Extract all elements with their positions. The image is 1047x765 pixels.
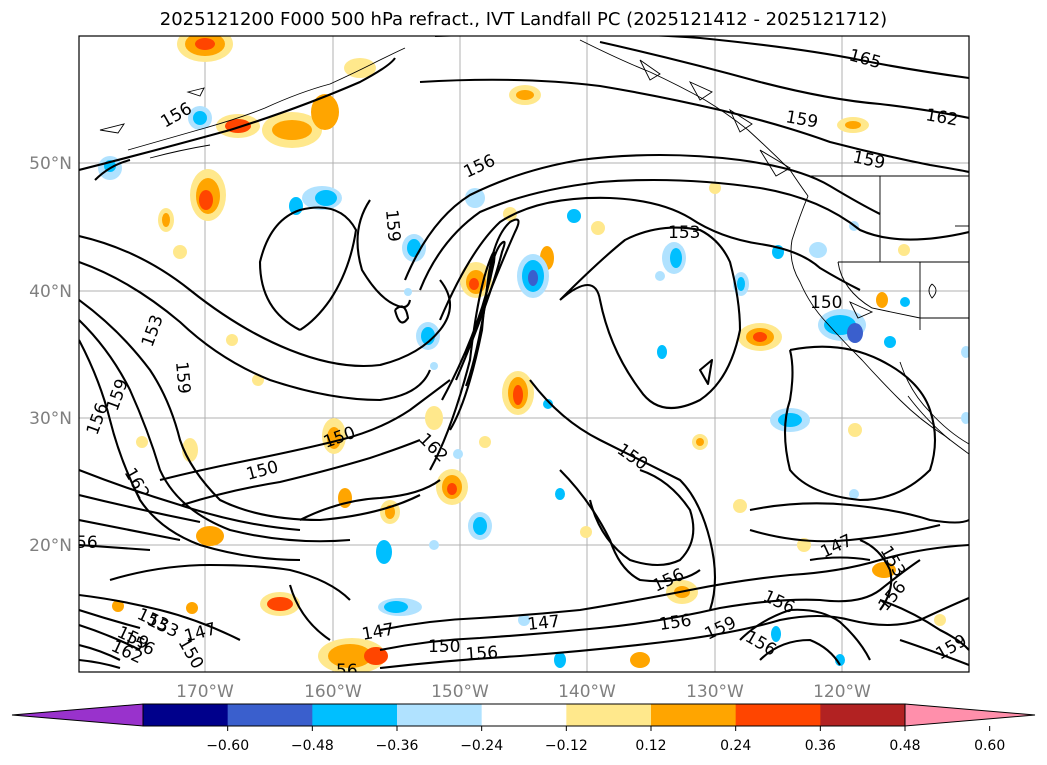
contour-label: 150	[428, 637, 460, 657]
gridlines	[79, 36, 969, 672]
colorbar-tick-label: 0.24	[720, 738, 751, 754]
colorbar: −0.60 −0.48 −0.36 −0.24 −0.12 0.12 0.24 0.36 0.4…	[11, 703, 1036, 754]
lat-label: 50°N	[29, 154, 72, 174]
colorbar-tick-label: −0.60	[206, 738, 249, 754]
positive-anomaly	[112, 36, 946, 672]
lat-label: 20°N	[29, 536, 72, 556]
contour-labels: 165 162 159 159 159 156 156 153 150 153 …	[76, 46, 969, 681]
colorbar-extend-max	[904, 703, 1036, 727]
colorbar-segment	[735, 704, 821, 726]
colorbar-tick-label: −0.48	[291, 738, 334, 754]
lon-label: 130°W	[686, 682, 744, 702]
lat-label: 30°N	[29, 409, 72, 429]
coastlines	[99, 39, 969, 455]
lon-label: 160°W	[304, 682, 362, 702]
colorbar-frame	[142, 703, 906, 727]
colorbar-tick-label: −0.36	[376, 738, 419, 754]
latitude-labels: 50°N 40°N 30°N 20°N	[29, 154, 72, 556]
colorbar-tick-label: 0.48	[889, 738, 920, 754]
contour-label: 156	[658, 611, 693, 635]
longitude-labels: 170°W 160°W 150°W 140°W 130°W 120°W	[176, 682, 871, 702]
contour-label: 56	[336, 661, 358, 681]
contour-label: 159	[171, 361, 194, 395]
lon-label: 120°W	[813, 682, 871, 702]
colorbar-segment	[227, 704, 313, 726]
map-title: 2025121200 F000 500 hPa refract., IVT La…	[159, 9, 888, 30]
colorbar-segment	[143, 704, 229, 726]
colorbar-segment	[397, 704, 483, 726]
lat-label: 40°N	[29, 282, 72, 302]
colorbar-tick-label: 0.60	[974, 738, 1005, 754]
negative-anomaly	[98, 106, 969, 668]
lon-label: 170°W	[176, 682, 234, 702]
colorbar-tick-label: −0.12	[545, 738, 588, 754]
map-plot-area	[79, 36, 969, 672]
lon-label: 150°W	[431, 682, 489, 702]
height-contours	[79, 36, 969, 670]
contour-label: 153	[668, 223, 700, 243]
colorbar-segment	[481, 704, 567, 726]
contour-label: 56	[76, 533, 98, 553]
colorbar-extend-min	[11, 703, 144, 727]
colorbar-segment	[820, 704, 906, 726]
colorbar-ticks: −0.60 −0.48 −0.36 −0.24 −0.12 0.12 0.24 0.36 0.4…	[206, 726, 1005, 754]
colorbar-segment	[651, 704, 737, 726]
colorbar-tick-label: −0.24	[460, 738, 503, 754]
colorbar-tick-label: 0.36	[805, 738, 836, 754]
contour-label: 147	[526, 612, 560, 635]
map-frame	[78, 35, 970, 673]
contour-label: 156	[465, 643, 499, 665]
colorbar-segments	[11, 703, 1036, 727]
lon-label: 140°W	[558, 682, 616, 702]
colorbar-segment	[312, 704, 398, 726]
contour-label: 150	[810, 293, 842, 313]
contour-label: 159	[381, 209, 404, 243]
ivt-shading	[98, 36, 969, 672]
colorbar-tick-label: 0.12	[635, 738, 666, 754]
colorbar-segment	[566, 704, 652, 726]
